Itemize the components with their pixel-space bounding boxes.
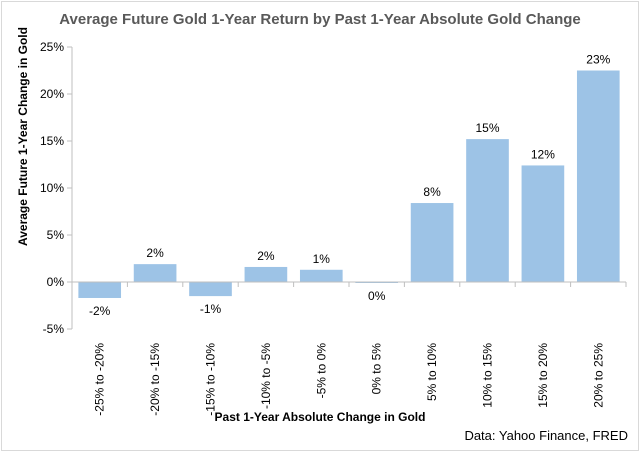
category-label: -10% to -5% [259,343,273,409]
bar [521,165,565,282]
y-tick-label: 15% [40,134,64,148]
bar [78,282,122,298]
y-axis-title: Average Future 1-Year Change in Gold [16,27,30,246]
bar [466,139,509,282]
data-label: 2% [257,249,275,263]
category-label: 10% to 15% [481,343,495,408]
bar [244,266,288,282]
category-label: -20% to -15% [148,343,162,416]
data-label: 0% [368,289,386,303]
category-label: -25% to -20% [93,343,107,416]
data-label: 1% [313,252,331,266]
bar [410,203,454,282]
data-label: 2% [146,246,164,260]
category-label: 0% to 5% [370,343,384,395]
y-tick-label: 25% [40,40,64,54]
y-tick-label: 5% [47,228,65,242]
category-label: -5% to 0% [314,343,328,399]
category-label: -15% to -10% [204,343,218,416]
y-tick-label: 20% [40,87,64,101]
category-label: 5% to 10% [425,343,439,401]
category-label: 15% to 20% [536,343,550,408]
bar [133,264,177,282]
y-tick-label: 10% [40,181,64,195]
data-label: 12% [531,147,555,161]
data-label: -2% [89,304,111,318]
source-note: Data: Yahoo Finance, FRED [464,428,628,443]
bar [576,70,620,282]
data-label: 23% [586,53,610,67]
x-axis-title: Past 1-Year Absolute Change in Gold [214,410,426,424]
bar [189,282,232,297]
data-label: 15% [475,121,499,135]
data-label: -1% [200,302,222,316]
y-tick-label: -5% [43,322,65,336]
data-label: 8% [423,185,441,199]
bar [299,269,343,282]
y-tick-label: 0% [47,275,65,289]
chart-title: Average Future Gold 1-Year Return by Pas… [59,11,581,28]
category-label: 20% to 25% [591,343,605,408]
